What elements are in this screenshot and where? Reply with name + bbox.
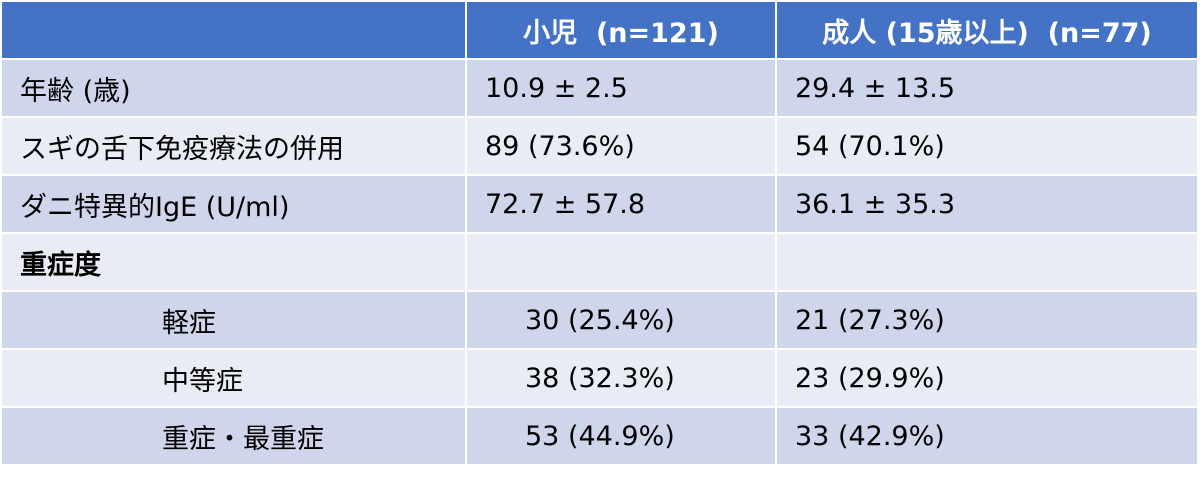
cell: 89 (73.6%) [465, 116, 777, 176]
cell: 29.4 ± 13.5 [775, 58, 1199, 118]
table-row: 軽症 30 (25.4%) 21 (27.3%) [0, 290, 1199, 350]
row-label: 軽症 [0, 290, 467, 350]
header-row: 小児 (n=121) 成人 (15歳以上) (n=77) [0, 0, 1199, 60]
cell: 54 (70.1%) [775, 116, 1199, 176]
table-row: 年齢 (歳) 10.9 ± 2.5 29.4 ± 13.5 [0, 58, 1199, 118]
header-cell: 成人 (15歳以上) (n=77) [775, 0, 1199, 60]
header-cell: 小児 (n=121) [465, 0, 777, 60]
cell: 72.7 ± 57.8 [465, 174, 777, 234]
table-row: ダニ特異的IgE (U/ml) 72.7 ± 57.8 36.1 ± 35.3 [0, 174, 1199, 234]
table-row: 中等症 38 (32.3%) 23 (29.9%) [0, 348, 1199, 408]
row-label: ダニ特異的IgE (U/ml) [0, 174, 467, 234]
cell: 30 (25.4%) [465, 290, 777, 350]
table-row: 重症・最重症 53 (44.9%) 33 (42.9%) [0, 406, 1199, 466]
row-label: 年齢 (歳) [0, 58, 467, 118]
table-row: スギの舌下免疫療法の併用 89 (73.6%) 54 (70.1%) [0, 116, 1199, 176]
cell: 36.1 ± 35.3 [775, 174, 1199, 234]
row-label: 中等症 [0, 348, 467, 408]
row-label: 重症度 [0, 232, 467, 292]
table-row: 重症度 [0, 232, 1199, 292]
cell: 23 (29.9%) [775, 348, 1199, 408]
row-label: スギの舌下免疫療法の併用 [0, 116, 467, 176]
cell: 33 (42.9%) [775, 406, 1199, 466]
row-label: 重症・最重症 [0, 406, 467, 466]
cell: 21 (27.3%) [775, 290, 1199, 350]
table: 小児 (n=121) 成人 (15歳以上) (n=77) 年齢 (歳) 10.9 ± … [0, 0, 1199, 466]
cell: 53 (44.9%) [465, 406, 777, 466]
cell [775, 232, 1199, 292]
table-body: 小児 (n=121) 成人 (15歳以上) (n=77) 年齢 (歳) 10.9 ± … [0, 0, 1199, 466]
header-cell [0, 0, 467, 60]
cell: 10.9 ± 2.5 [465, 58, 777, 118]
cell [465, 232, 777, 292]
cell: 38 (32.3%) [465, 348, 777, 408]
